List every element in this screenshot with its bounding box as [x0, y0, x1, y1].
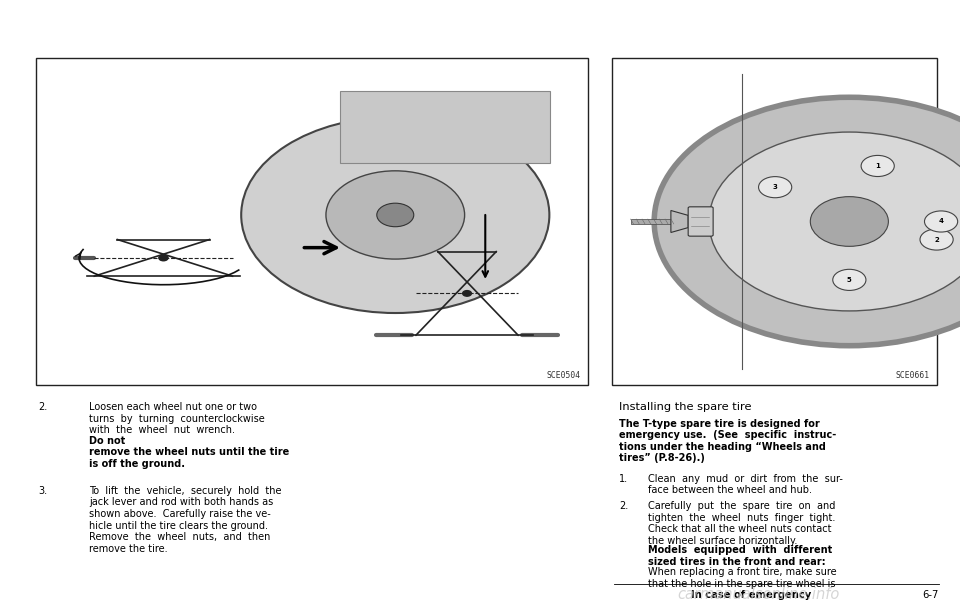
Text: 3.: 3.: [38, 486, 48, 496]
Text: Installing the spare tire: Installing the spare tire: [619, 402, 752, 412]
Circle shape: [326, 171, 465, 259]
Circle shape: [463, 291, 471, 296]
Polygon shape: [671, 210, 688, 232]
Bar: [631, 219, 671, 224]
Text: Models  equipped  with  different
sized tires in the front and rear:: Models equipped with different sized tir…: [648, 545, 832, 566]
Text: 2.: 2.: [38, 402, 48, 412]
Text: Clean  any  mud  or  dirt  from  the  sur-
face between the wheel and hub.: Clean any mud or dirt from the sur- face…: [648, 474, 843, 495]
Circle shape: [920, 229, 953, 250]
Circle shape: [758, 177, 792, 198]
Text: Loosen each wheel nut one or two
turns  by  turning  counterclockwise
with  the : Loosen each wheel nut one or two turns b…: [89, 402, 265, 435]
Bar: [340, 91, 550, 163]
Bar: [612, 58, 937, 385]
Text: 2: 2: [934, 236, 939, 243]
Text: 5: 5: [847, 277, 852, 283]
Circle shape: [158, 255, 168, 261]
FancyBboxPatch shape: [688, 207, 713, 236]
Text: 2.: 2.: [619, 501, 629, 511]
Text: When replacing a front tire, make sure
that the hole in the spare tire wheel is: When replacing a front tire, make sure t…: [648, 567, 836, 588]
Text: Carefully  put  the  spare  tire  on  and
tighten  the  wheel  nuts  finger  tig: Carefully put the spare tire on and tigh…: [648, 501, 835, 546]
Circle shape: [708, 132, 960, 311]
Circle shape: [376, 203, 414, 227]
Text: 1.: 1.: [619, 474, 629, 483]
Text: SCE0504: SCE0504: [546, 371, 581, 380]
Circle shape: [861, 155, 895, 177]
Text: 6-7: 6-7: [923, 590, 939, 599]
Text: In case of emergency: In case of emergency: [691, 590, 811, 599]
Text: 3: 3: [773, 184, 778, 190]
Bar: [38, 60, 587, 383]
Text: To  lift  the  vehicle,  securely  hold  the
jack lever and rod with both hands : To lift the vehicle, securely hold the j…: [89, 486, 282, 554]
Circle shape: [241, 117, 549, 313]
Bar: [36, 58, 588, 385]
Circle shape: [654, 97, 960, 346]
Circle shape: [810, 197, 888, 246]
Text: Do not
remove the wheel nuts until the tire
is off the ground.: Do not remove the wheel nuts until the t…: [89, 436, 290, 469]
Text: 1: 1: [876, 163, 880, 169]
Text: 4: 4: [939, 219, 944, 224]
Text: SCE0661: SCE0661: [895, 371, 929, 380]
Bar: [614, 60, 935, 383]
Circle shape: [832, 269, 866, 290]
Text: The T-type spare tire is designed for
emergency use.  (See  specific  instruc-
t: The T-type spare tire is designed for em…: [619, 419, 836, 463]
Circle shape: [924, 211, 958, 232]
Text: carmanualsonline.info: carmanualsonline.info: [677, 587, 840, 602]
